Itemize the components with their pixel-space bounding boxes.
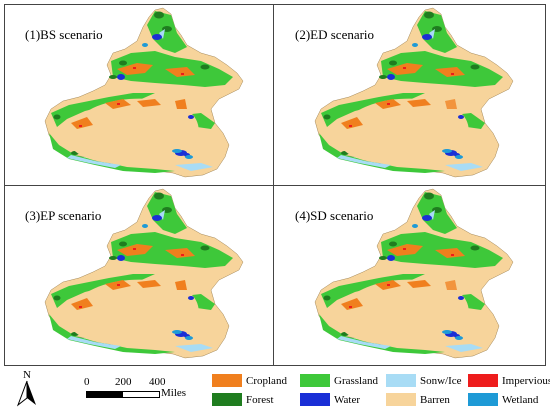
land-use-map [314, 7, 514, 178]
legend-swatch [468, 393, 498, 406]
legend-swatch [212, 374, 242, 387]
legend-item-forest: Forest [212, 393, 274, 406]
north-arrow-icon: N [16, 369, 36, 407]
legend-swatch [300, 374, 330, 387]
legend-label: Wetland [502, 393, 539, 406]
panel-label: (4)SD scenario [295, 208, 374, 223]
legend-item-barren: Barren [386, 393, 450, 406]
north-arrow: N [12, 367, 42, 409]
legend: Cropland Grassland Sonw/Ice Impervious F… [212, 372, 550, 410]
legend-swatch [212, 393, 242, 406]
map-panel-ed: (2)ED scenario [275, 5, 543, 185]
map-panel-bs: (1)BS scenario [5, 5, 273, 185]
scale-tick-400: 400 [149, 376, 166, 388]
scale-bar: 0 200 400 Miles [82, 376, 192, 400]
legend-swatch [386, 374, 416, 387]
legend-item-water: Water [300, 393, 360, 406]
scale-segment-white [122, 391, 160, 398]
land-use-map [314, 188, 514, 359]
legend-label: Forest [246, 393, 274, 406]
legend-item-grassland: Grassland [300, 374, 378, 387]
scale-tick-0: 0 [84, 376, 90, 388]
panel-label: (1)BS scenario [25, 27, 103, 42]
legend-label: Sonw/Ice [420, 374, 462, 387]
land-use-map [44, 7, 244, 178]
legend-label: Impervious [502, 374, 550, 387]
land-use-map [44, 188, 244, 359]
scale-unit: Miles [161, 387, 187, 399]
legend-item-snow-ice: Sonw/Ice [386, 374, 462, 387]
legend-item-impervious: Impervious [468, 374, 550, 387]
legend-item-wetland: Wetland [468, 393, 538, 406]
legend-label: Cropland [246, 374, 287, 387]
map-panel-ep: (3)EP scenario [5, 186, 273, 366]
legend-swatch [300, 393, 330, 406]
map-panel-sd: (4)SD scenario [275, 186, 543, 366]
legend-label: Barren [420, 393, 450, 406]
panel-label: (2)ED scenario [295, 27, 375, 42]
legend-label: Grassland [334, 374, 378, 387]
legend-swatch [468, 374, 498, 387]
legend-label: Water [334, 393, 360, 406]
panel-divider-horizontal [4, 185, 546, 186]
north-label: N [23, 369, 31, 381]
scale-segment-black [86, 391, 124, 398]
legend-item-cropland: Cropland [212, 374, 287, 387]
scale-tick-200: 200 [115, 376, 132, 388]
legend-swatch [386, 393, 416, 406]
panel-label: (3)EP scenario [25, 208, 102, 223]
